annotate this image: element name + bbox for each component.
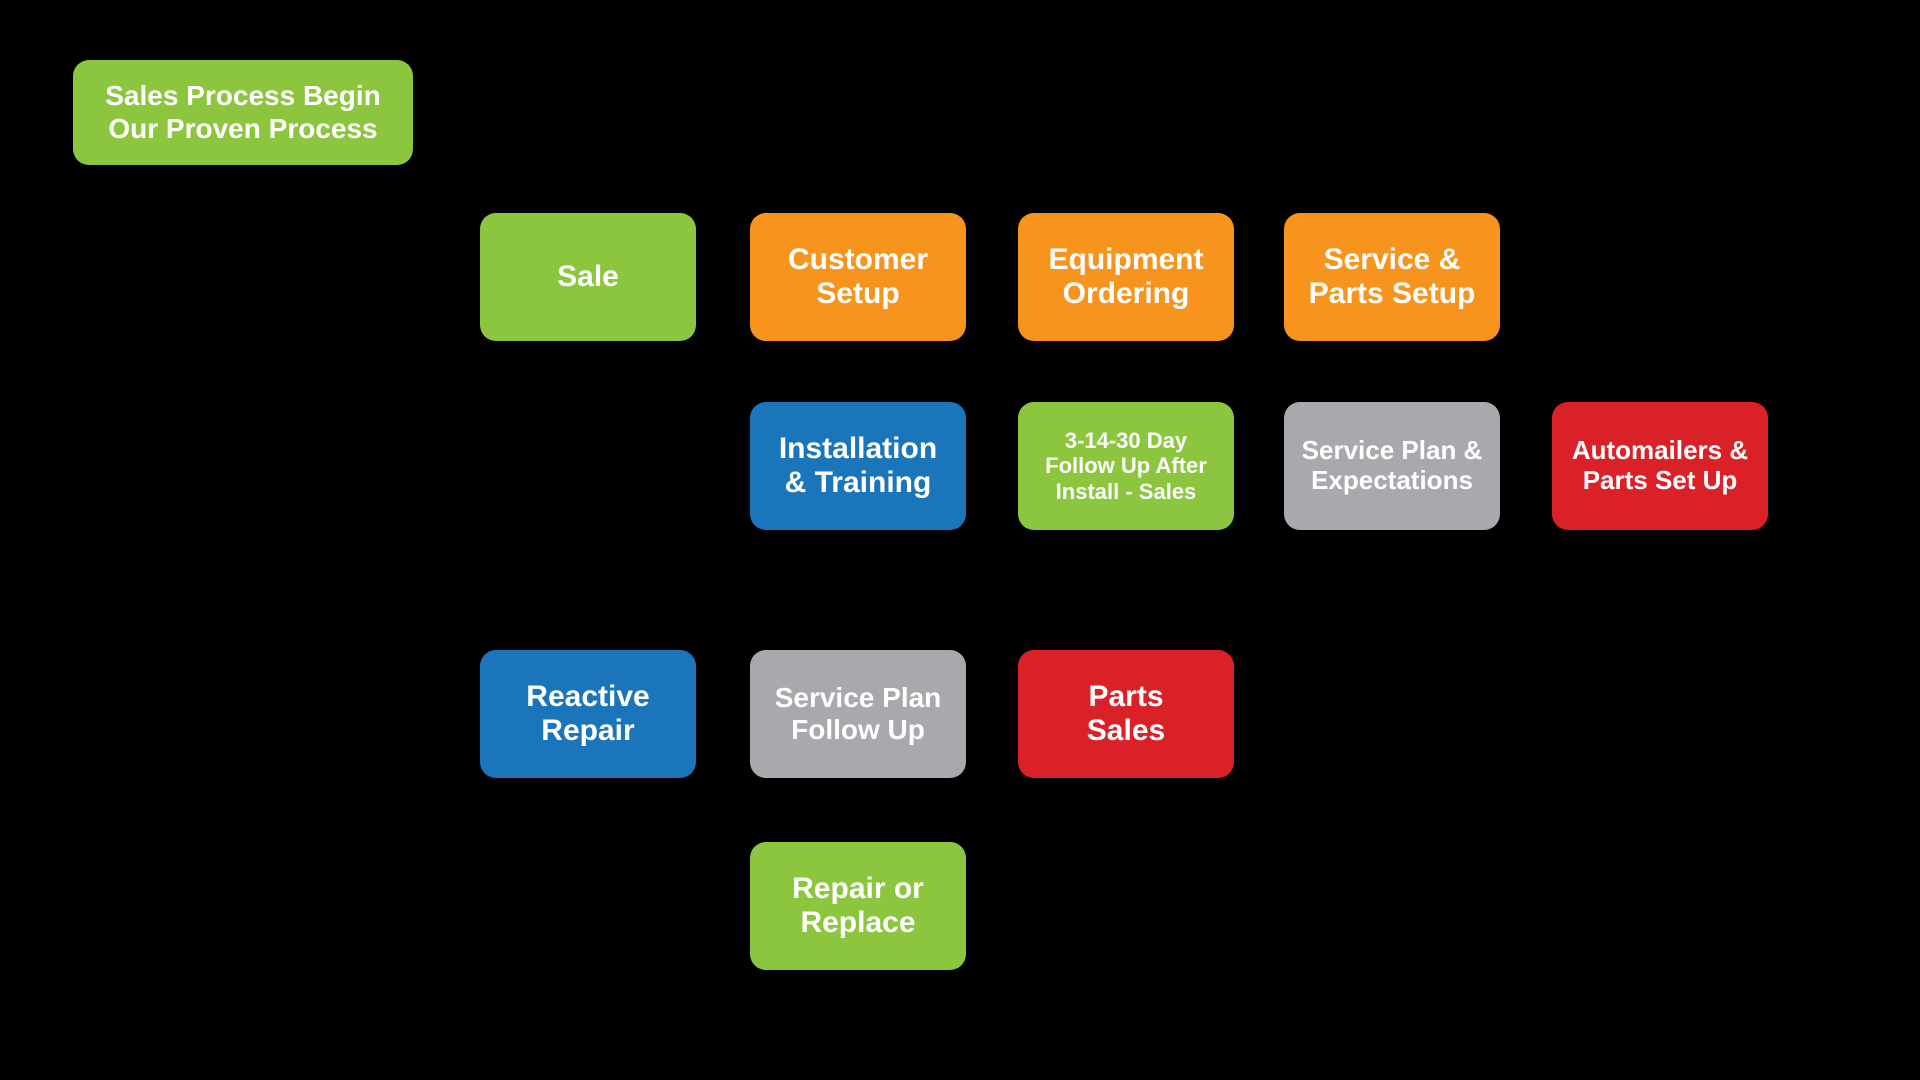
node-service-plan-fu: Service Plan Follow Up [750, 650, 966, 778]
node-reactive-repair: Reactive Repair [480, 650, 696, 778]
node-equipment-ordering: Equipment Ordering [1018, 213, 1234, 341]
node-label: Service & Parts Setup [1309, 243, 1476, 312]
node-repair-replace: Repair or Replace [750, 842, 966, 970]
node-label: Reactive Repair [526, 680, 649, 749]
node-label: Parts Sales [1087, 680, 1165, 749]
node-label: Installation & Training [779, 432, 937, 501]
node-label: Repair or Replace [792, 872, 924, 941]
node-followup: 3-14-30 Day Follow Up After Install - Sa… [1018, 402, 1234, 530]
node-label: Equipment Ordering [1049, 243, 1204, 312]
node-title: Sales Process Begin Our Proven Process [73, 60, 413, 165]
node-label: Sales Process Begin Our Proven Process [105, 80, 380, 144]
node-customer-setup: Customer Setup [750, 213, 966, 341]
node-label: Sale [557, 260, 619, 295]
node-label: Customer Setup [788, 243, 928, 312]
node-installation: Installation & Training [750, 402, 966, 530]
node-service-plan-exp: Service Plan & Expectations [1284, 402, 1500, 530]
node-label: 3-14-30 Day Follow Up After Install - Sa… [1045, 428, 1207, 504]
node-service-parts-setup: Service & Parts Setup [1284, 213, 1500, 341]
node-automailers: Automailers & Parts Set Up [1552, 402, 1768, 530]
node-parts-sales: Parts Sales [1018, 650, 1234, 778]
node-label: Automailers & Parts Set Up [1572, 436, 1748, 496]
node-sale: Sale [480, 213, 696, 341]
node-label: Service Plan Follow Up [775, 682, 942, 746]
node-label: Service Plan & Expectations [1302, 436, 1483, 496]
